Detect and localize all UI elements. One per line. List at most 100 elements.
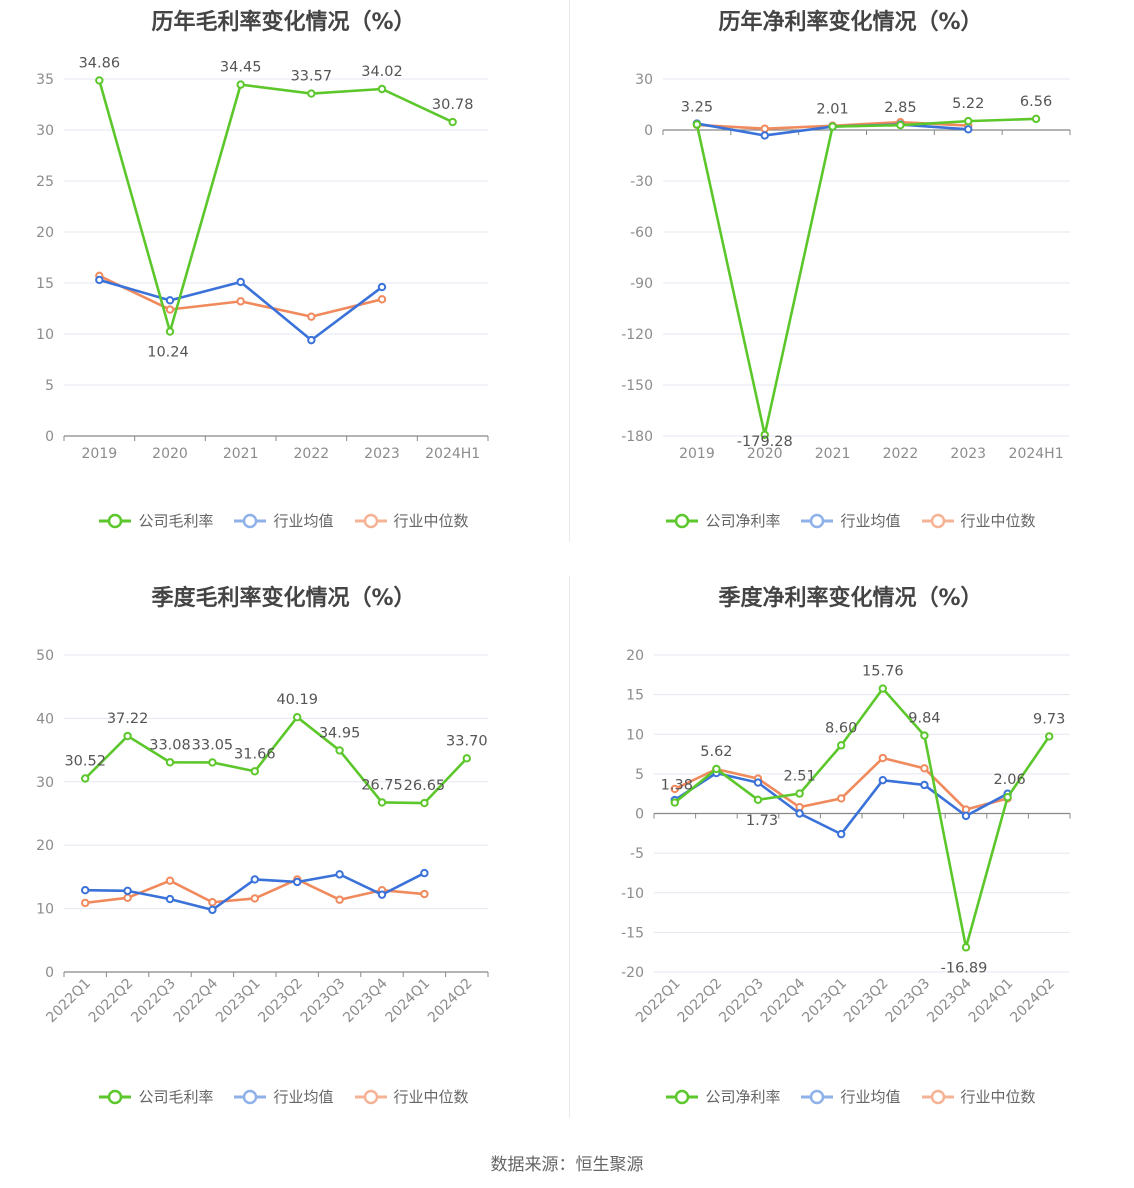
legend-item-company[interactable]: 公司净利率 bbox=[665, 1086, 780, 1107]
legend-label-industry-median: 行业中位数 bbox=[393, 1088, 469, 1106]
data-point-industry-median[interactable] bbox=[307, 312, 316, 321]
data-point-company[interactable] bbox=[95, 76, 104, 85]
data-point-industry-median[interactable] bbox=[878, 753, 887, 763]
data-point-industry-avg[interactable] bbox=[964, 125, 973, 134]
data-point-industry-avg[interactable] bbox=[377, 282, 387, 292]
data-point-company[interactable] bbox=[760, 430, 769, 439]
data-point-industry-avg[interactable] bbox=[123, 886, 132, 896]
data-point-company[interactable] bbox=[964, 116, 973, 126]
data-point-company[interactable] bbox=[753, 795, 763, 804]
legend-item-industry-median[interactable]: 行业中位数 bbox=[921, 1086, 1036, 1107]
data-point-industry-avg[interactable] bbox=[420, 868, 429, 878]
legend-item-industry-avg[interactable]: 行业均值 bbox=[233, 1086, 334, 1107]
data-point-company[interactable] bbox=[165, 327, 175, 336]
data-label-company: 8.60 bbox=[825, 720, 857, 736]
x-tick-label: 2023Q1 bbox=[213, 976, 264, 1027]
data-point-industry-avg[interactable] bbox=[307, 335, 316, 345]
data-point-industry-avg[interactable] bbox=[165, 894, 175, 904]
data-point-company[interactable] bbox=[878, 684, 887, 693]
data-point-industry-avg[interactable] bbox=[760, 131, 769, 140]
data-point-company[interactable] bbox=[795, 789, 804, 798]
x-tick-label: 2022Q1 bbox=[43, 976, 94, 1027]
data-point-company[interactable] bbox=[712, 764, 721, 774]
legend-industry-median-icon bbox=[921, 1089, 954, 1104]
data-point-company[interactable] bbox=[920, 731, 929, 740]
data-point-industry-median[interactable] bbox=[165, 305, 175, 314]
legend-company-icon bbox=[99, 513, 132, 528]
chart-title: 历年毛利率变化情况（%） bbox=[151, 10, 416, 35]
legend-item-industry-median[interactable]: 行业中位数 bbox=[921, 510, 1036, 531]
data-point-industry-median[interactable] bbox=[250, 894, 260, 903]
data-point-industry-avg[interactable] bbox=[753, 778, 763, 787]
data-point-company[interactable] bbox=[448, 117, 457, 127]
data-label-company: 9.73 bbox=[1033, 711, 1065, 727]
data-point-industry-median[interactable] bbox=[208, 898, 217, 907]
data-point-company[interactable] bbox=[896, 120, 905, 130]
data-point-company[interactable] bbox=[208, 758, 217, 767]
legend-item-industry-avg[interactable]: 行业均值 bbox=[800, 510, 901, 531]
data-point-industry-avg[interactable] bbox=[377, 890, 387, 899]
data-point-company[interactable] bbox=[81, 774, 90, 783]
data-point-industry-median[interactable] bbox=[420, 889, 429, 899]
data-point-company[interactable] bbox=[670, 798, 680, 807]
data-point-industry-median[interactable] bbox=[335, 895, 344, 904]
data-point-industry-avg[interactable] bbox=[95, 275, 104, 285]
data-label-company: 34.02 bbox=[361, 64, 403, 80]
data-point-company[interactable] bbox=[165, 758, 175, 767]
data-label-company: 33.70 bbox=[446, 733, 488, 749]
data-point-industry-avg[interactable] bbox=[81, 886, 90, 895]
data-point-industry-avg[interactable] bbox=[878, 776, 887, 785]
x-tick-label: 2019 bbox=[679, 446, 715, 462]
data-label-company: 33.57 bbox=[291, 69, 333, 85]
data-source-note: 数据来源：恒生聚源 bbox=[490, 1155, 644, 1175]
data-point-company[interactable] bbox=[828, 122, 837, 131]
data-point-company[interactable] bbox=[236, 80, 245, 89]
data-point-industry-median[interactable] bbox=[377, 295, 387, 304]
data-point-industry-median[interactable] bbox=[81, 898, 90, 908]
legend-item-industry-median[interactable]: 行业中位数 bbox=[354, 1086, 469, 1107]
data-point-company[interactable] bbox=[335, 746, 344, 755]
data-point-industry-median[interactable] bbox=[837, 794, 846, 803]
data-point-industry-median[interactable] bbox=[760, 124, 769, 133]
data-point-industry-avg[interactable] bbox=[961, 811, 971, 821]
data-point-industry-avg[interactable] bbox=[236, 277, 245, 287]
data-label-company: 2.51 bbox=[783, 769, 815, 785]
data-point-industry-avg[interactable] bbox=[165, 296, 175, 305]
data-point-industry-avg[interactable] bbox=[335, 870, 344, 879]
legend-item-company[interactable]: 公司毛利率 bbox=[98, 1086, 213, 1107]
legend-item-industry-median[interactable]: 行业中位数 bbox=[354, 510, 469, 531]
data-point-industry-avg[interactable] bbox=[795, 809, 804, 818]
legend-item-industry-avg[interactable]: 行业均值 bbox=[233, 510, 334, 531]
data-point-company[interactable] bbox=[1031, 114, 1041, 124]
data-label-company: 1.38 bbox=[661, 778, 693, 794]
data-point-industry-median[interactable] bbox=[123, 893, 132, 903]
legend-item-industry-avg[interactable]: 行业均值 bbox=[800, 1086, 901, 1107]
legend-item-company[interactable]: 公司净利率 bbox=[665, 510, 780, 531]
data-point-company[interactable] bbox=[293, 712, 302, 722]
data-point-industry-median[interactable] bbox=[920, 764, 929, 773]
data-point-company[interactable] bbox=[462, 754, 471, 763]
data-point-company[interactable] bbox=[1045, 732, 1054, 741]
data-point-company[interactable] bbox=[307, 89, 316, 98]
data-point-industry-avg[interactable] bbox=[920, 780, 929, 790]
data-point-industry-avg[interactable] bbox=[250, 875, 260, 884]
data-point-company[interactable] bbox=[1003, 792, 1012, 802]
data-label-company: -16.89 bbox=[941, 960, 988, 976]
data-point-industry-avg[interactable] bbox=[293, 877, 302, 887]
data-point-industry-avg[interactable] bbox=[208, 905, 217, 915]
data-point-company[interactable] bbox=[961, 943, 971, 952]
data-point-industry-median[interactable] bbox=[236, 297, 245, 306]
data-point-company[interactable] bbox=[837, 741, 846, 750]
data-point-industry-avg[interactable] bbox=[837, 829, 846, 839]
data-point-company[interactable] bbox=[377, 84, 387, 94]
data-point-company[interactable] bbox=[692, 120, 702, 129]
legend-item-company[interactable]: 公司毛利率 bbox=[98, 510, 213, 531]
data-point-company[interactable] bbox=[377, 798, 387, 807]
data-point-industry-median[interactable] bbox=[670, 784, 680, 794]
data-point-industry-median[interactable] bbox=[165, 876, 175, 885]
data-point-company[interactable] bbox=[250, 767, 260, 776]
data-point-company[interactable] bbox=[420, 798, 429, 808]
legend-company-icon bbox=[666, 513, 699, 528]
data-point-company[interactable] bbox=[123, 731, 132, 741]
data-label-company: 2.85 bbox=[884, 100, 916, 116]
